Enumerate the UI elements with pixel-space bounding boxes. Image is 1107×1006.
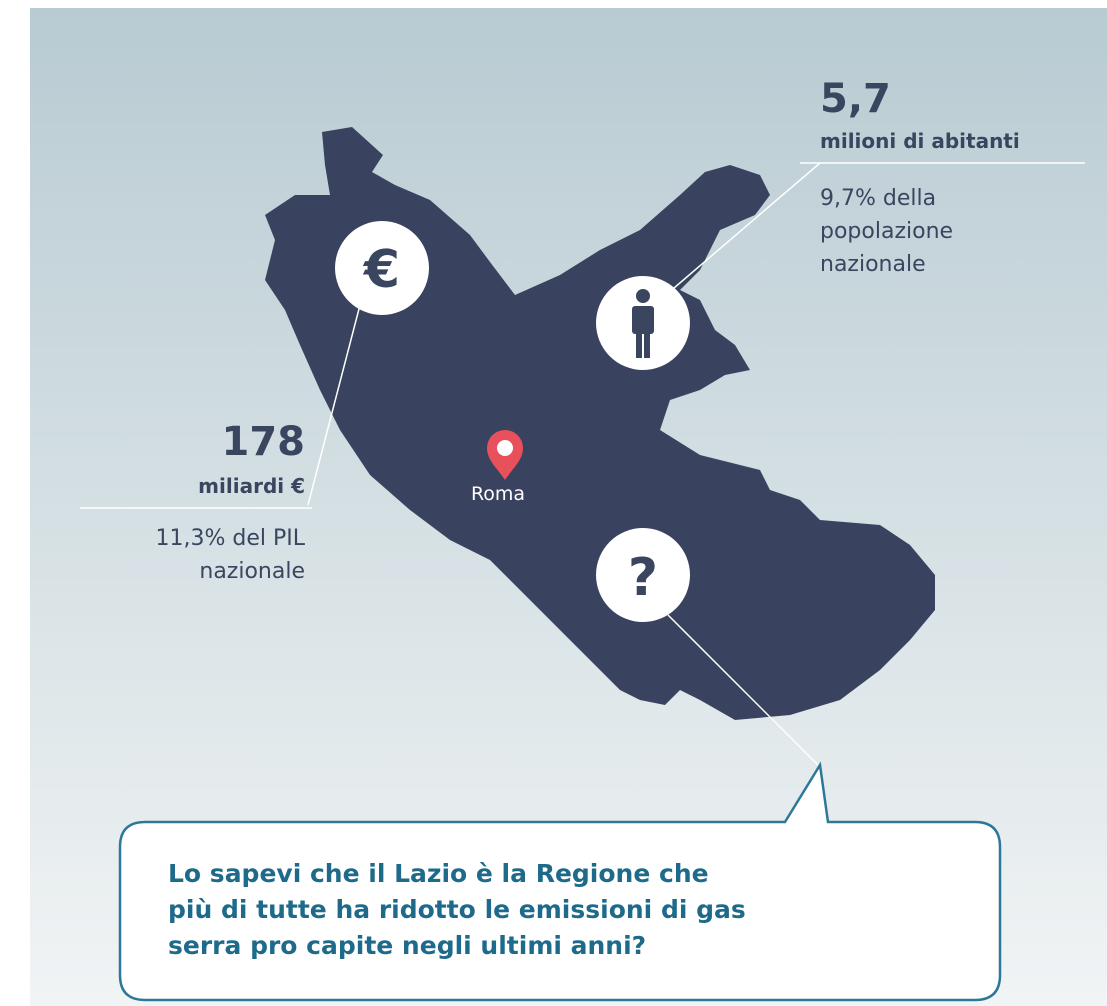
region-map: [265, 127, 935, 720]
gdp-unit: miliardi €: [198, 474, 305, 498]
text-line: nazionale: [820, 252, 926, 277]
leader-lines: [80, 162, 1085, 766]
city-label: Roma: [471, 483, 525, 505]
text-line: serra pro capite negli ultimi anni?: [168, 931, 646, 960]
population-value: 5,7: [820, 76, 891, 122]
text-line: 9,7% della: [820, 186, 936, 211]
person-glyph: [632, 289, 654, 358]
gdp-icon-glyph: €: [363, 240, 400, 300]
callout-box: [118, 761, 1002, 1002]
population-unit: milioni di abitanti: [820, 129, 1020, 153]
text-line: Lo sapevi che il Lazio è la Regione che: [168, 859, 709, 888]
text-line: più di tutte ha ridotto le emissioni di …: [168, 895, 746, 924]
population-note: 9,7% della popolazione nazionale: [820, 186, 953, 277]
fact-icon-glyph: ?: [628, 548, 658, 608]
text-line: nazionale: [199, 559, 305, 584]
city-pin-hole: [497, 440, 513, 456]
gdp-value: 178: [222, 419, 306, 465]
text-line: 11,3% del PIL: [156, 526, 306, 551]
text-line: popolazione: [820, 219, 953, 244]
gdp-icon: [335, 221, 429, 315]
gdp-note: 11,3% del PIL nazionale: [156, 526, 306, 584]
fact-icon: [596, 528, 690, 622]
callout-text: Lo sapevi che il Lazio è la Regione che p…: [168, 859, 746, 960]
